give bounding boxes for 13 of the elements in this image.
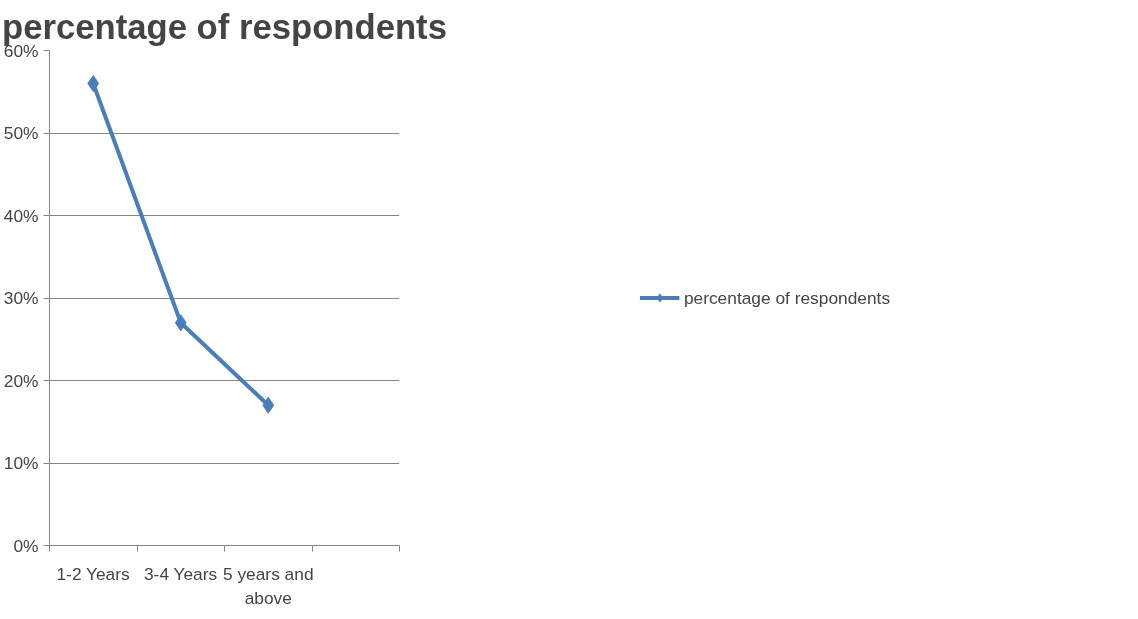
y-tick-label: 40% xyxy=(3,205,39,226)
y-tick-label: 0% xyxy=(13,535,39,556)
y-tick-label: 50% xyxy=(3,123,39,143)
x-tick-label: 5 years and above xyxy=(222,563,314,608)
point xyxy=(262,396,275,414)
y-tick-label: 20% xyxy=(3,370,39,391)
y-tick-label: 30% xyxy=(3,288,39,308)
x-tick-label: 1-2 Years xyxy=(56,563,131,584)
point xyxy=(87,75,100,92)
point xyxy=(174,314,187,332)
y-tick-label: 10% xyxy=(3,453,39,473)
legend-label: percentage of respondents xyxy=(683,287,891,308)
x-tick-label: 3-4 Years xyxy=(143,563,218,584)
